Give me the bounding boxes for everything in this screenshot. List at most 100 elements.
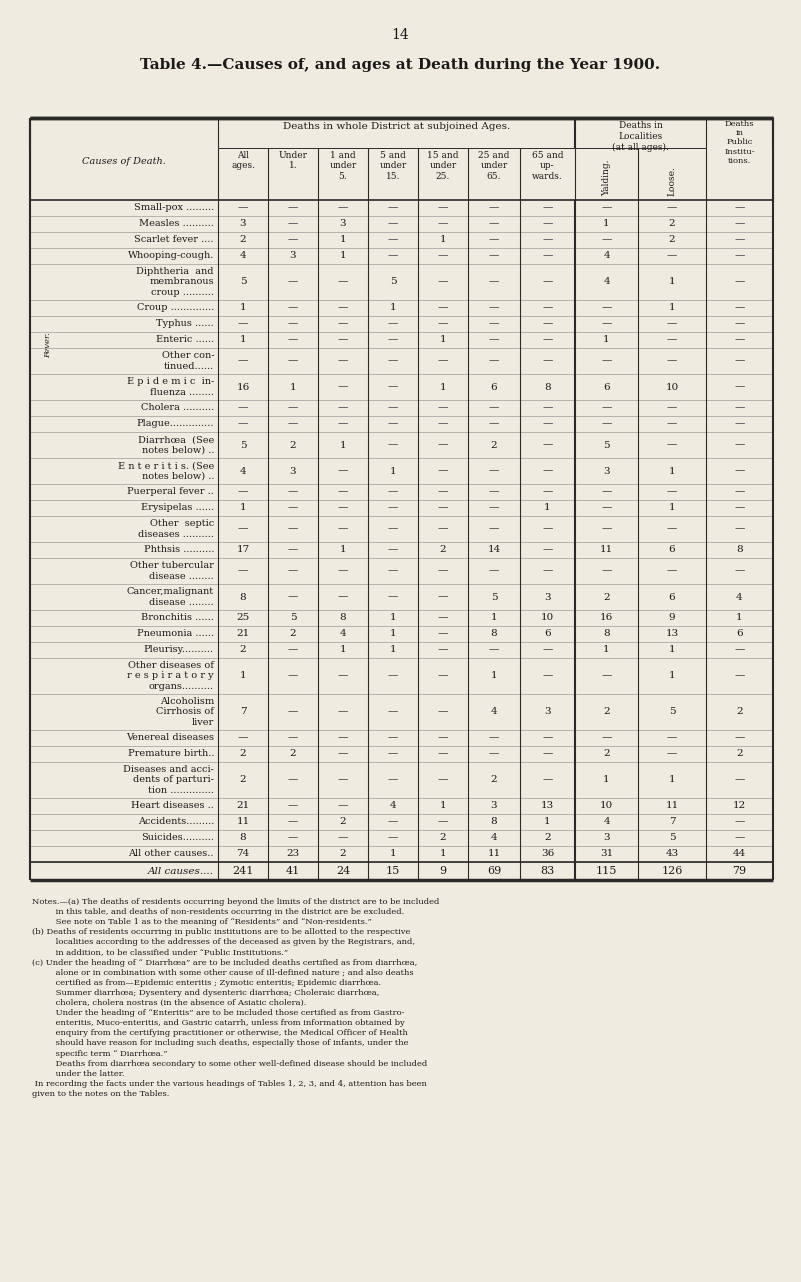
- Text: —: —: [735, 441, 745, 450]
- Text: —: —: [602, 504, 612, 513]
- Text: —: —: [735, 672, 745, 681]
- Text: 1: 1: [239, 336, 247, 345]
- Text: —: —: [542, 567, 553, 576]
- Text: E n t e r i t i s. (See
notes below) ..: E n t e r i t i s. (See notes below) ..: [118, 462, 214, 481]
- Text: Accidents.........: Accidents.........: [138, 818, 214, 827]
- Text: 4: 4: [603, 251, 610, 260]
- Text: —: —: [388, 504, 398, 513]
- Text: 13: 13: [666, 629, 678, 638]
- Text: 6: 6: [544, 629, 551, 638]
- Text: 2: 2: [440, 833, 446, 842]
- Text: —: —: [388, 336, 398, 345]
- Text: 2: 2: [290, 441, 296, 450]
- Text: Notes.—(a) The deaths of residents occurring beyond the limits of the district a: Notes.—(a) The deaths of residents occur…: [32, 897, 440, 1097]
- Text: 1: 1: [239, 304, 247, 313]
- Text: —: —: [602, 524, 612, 533]
- Text: Croup ..............: Croup ..............: [137, 304, 214, 313]
- Text: 5: 5: [491, 592, 497, 601]
- Text: —: —: [542, 204, 553, 213]
- Text: —: —: [666, 319, 677, 328]
- Text: 65 and
up-
wards.: 65 and up- wards.: [532, 151, 563, 181]
- Text: 11: 11: [666, 801, 678, 810]
- Text: Other  septic
diseases ..........: Other septic diseases ..........: [138, 519, 214, 538]
- Text: —: —: [338, 404, 348, 413]
- Text: —: —: [238, 733, 248, 742]
- Text: —: —: [288, 419, 298, 428]
- Text: 1: 1: [340, 441, 346, 450]
- Text: 8: 8: [603, 629, 610, 638]
- Text: —: —: [288, 319, 298, 328]
- Text: 5: 5: [390, 277, 396, 286]
- Text: —: —: [338, 504, 348, 513]
- Text: —: —: [735, 251, 745, 260]
- Text: —: —: [238, 319, 248, 328]
- Text: —: —: [542, 750, 553, 759]
- Text: —: —: [388, 567, 398, 576]
- Text: —: —: [666, 356, 677, 365]
- Text: —: —: [338, 204, 348, 213]
- Text: 2: 2: [544, 833, 551, 842]
- Text: —: —: [489, 236, 499, 245]
- Text: 1: 1: [340, 251, 346, 260]
- Text: —: —: [388, 236, 398, 245]
- Text: —: —: [338, 672, 348, 681]
- Text: —: —: [542, 304, 553, 313]
- Text: 4: 4: [491, 708, 497, 717]
- Text: —: —: [438, 467, 449, 476]
- Text: —: —: [438, 251, 449, 260]
- Text: —: —: [602, 304, 612, 313]
- Text: 3: 3: [603, 467, 610, 476]
- Text: —: —: [438, 733, 449, 742]
- Text: —: —: [666, 419, 677, 428]
- Text: —: —: [338, 382, 348, 391]
- Text: —: —: [602, 204, 612, 213]
- Text: Pleurisy..........: Pleurisy..........: [144, 646, 214, 655]
- Text: —: —: [666, 441, 677, 450]
- Text: 2: 2: [491, 776, 497, 785]
- Text: 41: 41: [286, 867, 300, 876]
- Text: Cancer,malignant
disease ........: Cancer,malignant disease ........: [127, 587, 214, 606]
- Text: 3: 3: [290, 467, 296, 476]
- Text: 1: 1: [390, 614, 396, 623]
- Text: —: —: [288, 336, 298, 345]
- Text: —: —: [288, 219, 298, 228]
- Text: Suicides..........: Suicides..........: [141, 833, 214, 842]
- Text: —: —: [542, 524, 553, 533]
- Text: 1: 1: [440, 382, 446, 391]
- Text: —: —: [542, 487, 553, 496]
- Text: Measles ..........: Measles ..........: [139, 219, 214, 228]
- Text: —: —: [542, 356, 553, 365]
- Text: 24: 24: [336, 867, 350, 876]
- Text: Causes of Death.: Causes of Death.: [82, 156, 166, 165]
- Text: 11: 11: [236, 818, 250, 827]
- Text: —: —: [489, 251, 499, 260]
- Text: —: —: [338, 801, 348, 810]
- Text: —: —: [489, 204, 499, 213]
- Text: —: —: [542, 672, 553, 681]
- Text: —: —: [542, 419, 553, 428]
- Text: —: —: [735, 219, 745, 228]
- Text: —: —: [666, 404, 677, 413]
- Text: —: —: [542, 251, 553, 260]
- Text: E p i d e m i c  in-
fluenza ........: E p i d e m i c in- fluenza ........: [127, 377, 214, 396]
- Text: —: —: [666, 750, 677, 759]
- Text: —: —: [438, 750, 449, 759]
- Text: —: —: [438, 504, 449, 513]
- Text: 9: 9: [669, 614, 675, 623]
- Text: 1: 1: [440, 336, 446, 345]
- Text: 2: 2: [290, 629, 296, 638]
- Text: 6: 6: [603, 382, 610, 391]
- Text: 115: 115: [596, 867, 618, 876]
- Text: 2: 2: [440, 546, 446, 555]
- Text: 1: 1: [390, 850, 396, 859]
- Text: 3: 3: [340, 219, 346, 228]
- Text: —: —: [288, 487, 298, 496]
- Text: —: —: [542, 733, 553, 742]
- Text: 6: 6: [736, 629, 743, 638]
- Text: —: —: [288, 708, 298, 717]
- Text: —: —: [735, 733, 745, 742]
- Text: 5 and
under
15.: 5 and under 15.: [380, 151, 407, 181]
- Text: —: —: [238, 487, 248, 496]
- Text: —: —: [288, 236, 298, 245]
- Text: All causes....: All causes....: [148, 867, 214, 876]
